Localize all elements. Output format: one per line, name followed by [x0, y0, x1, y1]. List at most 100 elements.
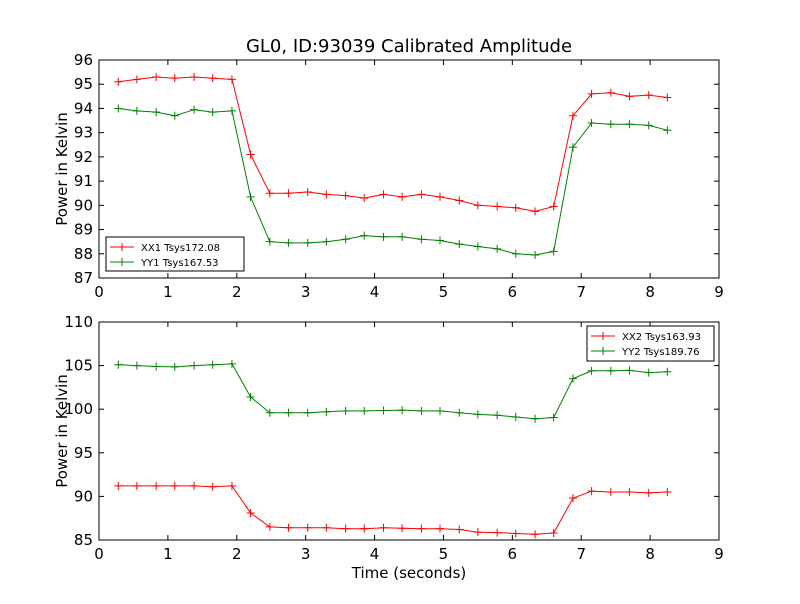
- data-point-marker: [511, 529, 520, 538]
- data-point-marker: [341, 235, 350, 244]
- data-point-marker: [436, 192, 444, 201]
- data-point-marker: [303, 523, 312, 532]
- legend-box: [586, 325, 715, 362]
- x-tick-label: 2: [232, 545, 242, 563]
- x-tick-label: 2: [232, 283, 242, 301]
- x-tick-label: 8: [645, 545, 655, 563]
- x-axis-label: Time (seconds): [351, 564, 467, 582]
- data-point-marker: [190, 481, 199, 490]
- y-axis-label: Power in Kelvin: [53, 374, 71, 488]
- data-point-marker: [152, 108, 161, 117]
- data-point-marker: [227, 359, 236, 368]
- data-point-marker: [322, 407, 331, 416]
- data-point-marker: [473, 242, 482, 251]
- legend-label: YY1 Tsys167.53: [140, 258, 219, 269]
- data-point-marker: [625, 120, 634, 129]
- x-tick-label: 1: [163, 283, 173, 301]
- legend-label: XX1 Tsys172.08: [141, 243, 220, 254]
- data-point-marker: [531, 530, 540, 539]
- data-point-marker: [549, 202, 558, 211]
- data-point-marker: [417, 406, 426, 415]
- data-point-marker: [341, 524, 350, 533]
- data-point-marker: [246, 150, 255, 159]
- data-point-marker: [663, 488, 672, 497]
- data-point-marker: [246, 508, 255, 517]
- data-point-marker: [132, 481, 141, 490]
- data-point-marker: [398, 192, 407, 201]
- data-point-marker: [663, 126, 672, 135]
- data-point-marker: [132, 361, 141, 370]
- y-tick-label: 105: [64, 357, 93, 375]
- data-point-marker: [436, 406, 444, 415]
- x-tick-label: 3: [301, 283, 311, 301]
- data-point-marker: [265, 408, 274, 417]
- y-tick-label: 93: [74, 124, 93, 142]
- data-point-marker: [398, 524, 407, 533]
- data-point-marker: [587, 366, 596, 375]
- data-point-marker: [531, 207, 540, 216]
- x-tick-label: 9: [714, 545, 724, 563]
- data-point-marker: [568, 111, 577, 120]
- data-point-marker: [322, 237, 331, 246]
- data-point-marker: [284, 523, 293, 532]
- data-point-marker: [114, 77, 123, 86]
- y-tick-label: 92: [74, 148, 93, 166]
- data-point-marker: [625, 488, 634, 497]
- data-point-marker: [493, 202, 502, 211]
- data-point-marker: [208, 74, 217, 83]
- data-point-marker: [606, 120, 615, 129]
- data-point-marker: [170, 74, 179, 83]
- data-point-marker: [417, 190, 426, 199]
- data-point-marker: [322, 523, 331, 532]
- data-point-marker: [170, 111, 179, 120]
- data-point-marker: [644, 121, 653, 130]
- x-tick-label: 0: [94, 545, 104, 563]
- x-tick-label: 7: [576, 283, 586, 301]
- data-point-marker: [246, 192, 255, 201]
- data-point-marker: [511, 203, 520, 212]
- data-point-marker: [114, 360, 123, 369]
- data-point-marker: [360, 231, 369, 240]
- data-point-marker: [436, 524, 444, 533]
- data-point-marker: [587, 487, 596, 496]
- data-point-marker: [152, 481, 161, 490]
- x-tick-label: 0: [94, 283, 104, 301]
- y-tick-label: 94: [74, 99, 93, 117]
- data-point-marker: [379, 523, 388, 532]
- x-tick-label: 6: [508, 283, 518, 301]
- data-point-marker: [531, 250, 540, 259]
- data-point-marker: [208, 360, 217, 369]
- y-tick-label: 89: [74, 221, 93, 239]
- data-point-marker: [132, 106, 141, 115]
- y-tick-label: 95: [74, 444, 93, 462]
- data-point-marker: [227, 75, 236, 84]
- data-point-marker: [265, 237, 274, 246]
- x-tick-label: 8: [645, 283, 655, 301]
- data-point-marker: [208, 482, 217, 491]
- data-point-marker: [190, 72, 199, 81]
- data-point-marker: [170, 481, 179, 490]
- data-point-marker: [265, 189, 274, 198]
- legend-label: YY2 Tsys189.76: [621, 347, 700, 358]
- data-point-marker: [493, 411, 502, 420]
- y-tick-label: 90: [74, 196, 93, 214]
- y-tick-label: 85: [74, 531, 93, 549]
- data-point-marker: [511, 249, 520, 258]
- data-point-marker: [303, 188, 312, 197]
- data-point-marker: [531, 414, 540, 423]
- data-point-marker: [493, 244, 502, 253]
- data-point-marker: [606, 88, 615, 97]
- data-point-marker: [473, 201, 482, 210]
- plot-frame: [98, 59, 720, 279]
- data-point-marker: [341, 191, 350, 200]
- data-point-marker: [341, 406, 350, 415]
- legend-marker: [599, 347, 607, 355]
- data-point-marker: [587, 118, 596, 127]
- x-tick-label: 3: [301, 545, 311, 563]
- data-point-marker: [284, 189, 293, 198]
- y-tick-label: 95: [74, 75, 93, 93]
- data-point-marker: [398, 232, 407, 241]
